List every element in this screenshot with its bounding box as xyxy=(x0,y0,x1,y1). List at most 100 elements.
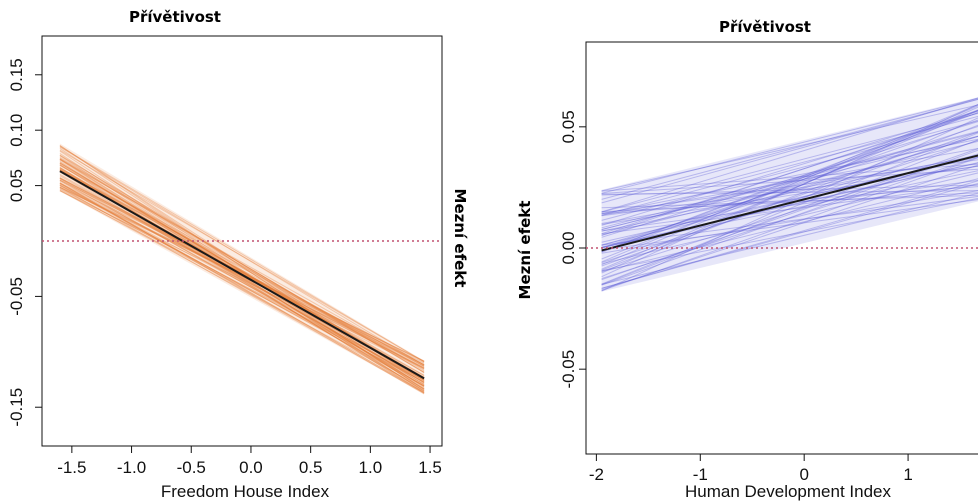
bootstrap-line xyxy=(59,177,425,369)
bootstrap-line xyxy=(601,121,978,238)
bootstrap-line xyxy=(59,179,425,367)
bootstrap-line xyxy=(59,188,425,381)
x-tick-label: 0.0 xyxy=(239,458,263,477)
bootstrap-line xyxy=(601,112,978,235)
bootstrap-line xyxy=(59,182,425,395)
y-tick-label: -0.15 xyxy=(7,388,26,427)
bootstrap-line xyxy=(59,147,425,386)
band-envelope xyxy=(59,143,425,394)
bootstrap-line xyxy=(59,165,425,367)
bootstrap-line xyxy=(59,182,425,394)
bootstrap-line xyxy=(601,197,978,272)
bootstrap-line xyxy=(601,155,978,224)
x-axis-label: Freedom House Index xyxy=(161,482,330,501)
bootstrap-line xyxy=(601,115,978,216)
x-tick-label: -1.5 xyxy=(57,458,86,477)
bootstrap-line xyxy=(59,154,425,373)
bootstrap-line xyxy=(59,168,425,366)
bootstrap-line xyxy=(59,150,425,390)
bootstrap-line xyxy=(601,140,978,236)
chart-human-development: Přívětivost -2 -1 0 1 0.05 0.00 -0.05 Human D… xyxy=(516,18,978,501)
bootstrap-line xyxy=(601,156,978,280)
bootstrap-line xyxy=(601,131,978,231)
bootstrap-line xyxy=(59,155,425,390)
bootstrap-line xyxy=(601,112,978,252)
bootstrap-line xyxy=(601,135,978,230)
chart-title: Přívětivost xyxy=(719,18,811,36)
bootstrap-line xyxy=(59,145,425,363)
bootstrap-line xyxy=(601,184,978,196)
bootstrap-line xyxy=(601,110,978,236)
x-axis-label: Human Development Index xyxy=(685,482,892,501)
x-tick-label: 1 xyxy=(903,465,912,484)
bootstrap-line xyxy=(601,159,978,214)
bootstrap-line xyxy=(59,190,425,383)
bootstrap-line xyxy=(601,120,978,221)
y-tick-label: 0.15 xyxy=(7,58,26,91)
bootstrap-line xyxy=(601,184,978,235)
bootstrap-line xyxy=(59,171,425,391)
bootstrap-line xyxy=(601,97,978,194)
bootstrap-line xyxy=(59,162,425,379)
bootstrap-line xyxy=(601,110,978,226)
bootstrap-line xyxy=(59,185,425,387)
bootstrap-line xyxy=(601,148,978,281)
bootstrap-line xyxy=(59,175,425,383)
bootstrap-line xyxy=(601,186,978,215)
bootstrap-line xyxy=(601,119,978,253)
bootstrap-line xyxy=(59,156,425,372)
bootstrap-line xyxy=(601,132,978,285)
bootstrap-line xyxy=(59,158,425,370)
bootstrap-line xyxy=(59,167,425,376)
bootstrap-line xyxy=(59,180,425,382)
x-tick-label: 1.5 xyxy=(418,458,442,477)
x-tick-label: 0.5 xyxy=(299,458,323,477)
chart-freedom-house: Přívětivost -1.5 -1.0 -0.5 0.0 0.5 1.0 1.5 0.1… xyxy=(7,8,469,501)
bootstrap-line xyxy=(59,163,425,379)
bootstrap-line xyxy=(601,178,978,273)
bootstrap-line xyxy=(59,159,425,366)
x-tick-label: -2 xyxy=(589,465,604,484)
bootstrap-line xyxy=(601,163,978,192)
bootstrap-line xyxy=(601,139,978,264)
bootstrap-line xyxy=(601,97,978,213)
bootstrap-line xyxy=(601,112,978,213)
bootstrap-line xyxy=(59,173,425,383)
bootstrap-line xyxy=(601,98,978,200)
bootstrap-line xyxy=(601,106,978,274)
bootstrap-line xyxy=(601,172,978,265)
bootstrap-line xyxy=(601,179,978,232)
bootstrap-line xyxy=(59,177,425,369)
bootstrap-line xyxy=(601,124,978,271)
bootstrap-line xyxy=(59,169,425,367)
bootstrap-line xyxy=(601,182,978,289)
x-tick-label: 0 xyxy=(799,465,808,484)
bootstrap-line xyxy=(601,157,978,292)
bootstrap-line xyxy=(59,145,425,389)
y-tick-label: 0.05 xyxy=(7,169,26,202)
bootstrap-line xyxy=(601,138,978,215)
bootstrap-line xyxy=(59,146,425,366)
band-envelope xyxy=(601,97,978,292)
y-tick-label: -0.05 xyxy=(7,277,26,316)
bootstrap-line xyxy=(59,182,425,393)
bootstrap-line xyxy=(59,182,425,362)
y-axis-label: Mezní efekt xyxy=(451,189,469,288)
x-tick-label: -1.0 xyxy=(117,458,146,477)
bootstrap-line xyxy=(59,158,425,373)
bootstrap-line xyxy=(601,165,978,225)
bootstrap-line xyxy=(601,135,978,249)
bootstrap-line xyxy=(601,109,978,253)
bootstrap-line xyxy=(601,164,978,291)
bootstrap-line xyxy=(601,180,978,289)
bootstrap-line xyxy=(601,104,978,278)
bootstrap-line xyxy=(59,183,425,369)
confidence-band xyxy=(601,97,978,292)
bootstrap-line xyxy=(601,98,978,204)
bootstrap-line xyxy=(59,169,425,378)
bootstrap-line xyxy=(601,199,978,251)
bootstrap-line xyxy=(601,105,978,266)
y-axis-label: Mezní efekt xyxy=(516,201,534,300)
bootstrap-line xyxy=(59,178,425,387)
bootstrap-line xyxy=(601,190,978,254)
